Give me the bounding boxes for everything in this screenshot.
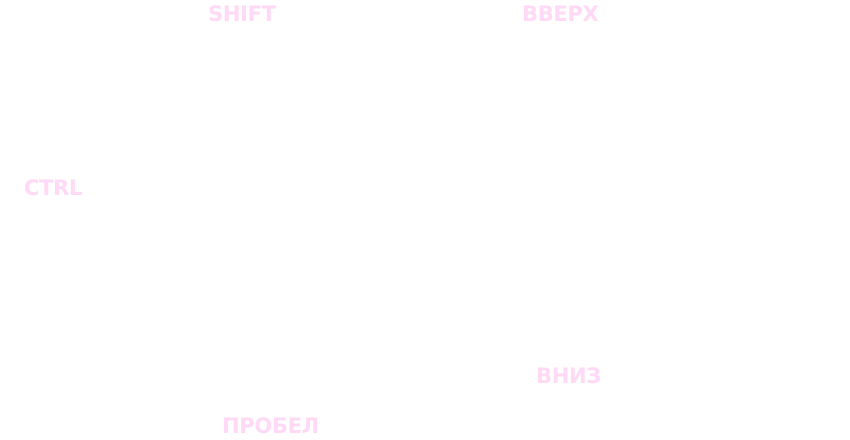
up-key-label: ВВЕРХ bbox=[522, 2, 599, 26]
ctrl-key-label: CTRL bbox=[24, 176, 83, 200]
space-key-label: ПРОБЕЛ bbox=[222, 414, 319, 438]
down-key-label: ВНИЗ bbox=[536, 364, 601, 388]
shift-key-label: SHIFT bbox=[208, 2, 276, 26]
